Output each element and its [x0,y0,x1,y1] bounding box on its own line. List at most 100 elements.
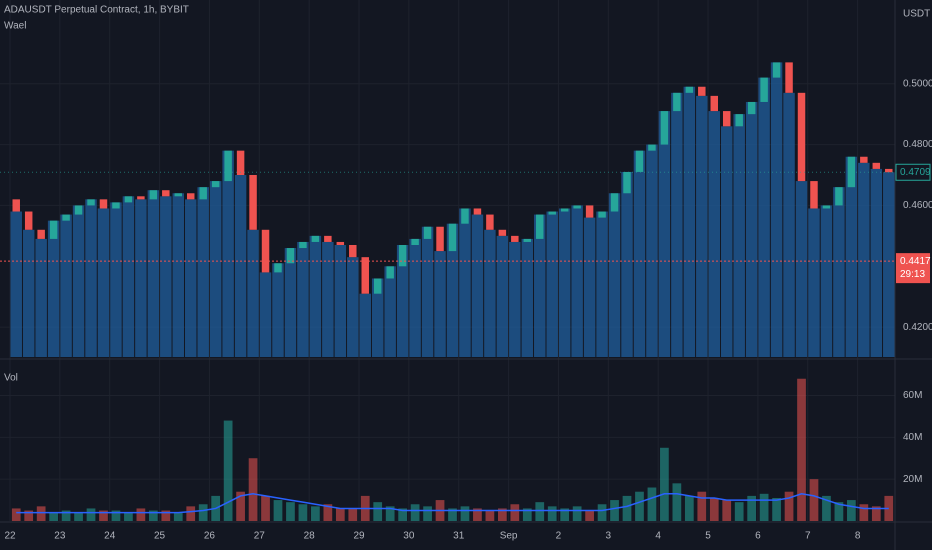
volume-bar [547,506,557,521]
candle-body [162,190,170,197]
x-tick-label: 26 [204,531,216,542]
candle-body [24,211,33,230]
volume-bar [647,487,657,521]
volume-bar [672,483,682,521]
indicator-column [459,208,471,357]
candle-body [585,205,594,218]
volume-bar [734,502,744,521]
volume-bar [298,504,308,521]
candle-body [722,111,731,127]
volume-bar [635,491,644,521]
candle-body [436,226,444,252]
candle-body [62,214,70,221]
candle-body [885,168,893,173]
candle-body [673,92,681,112]
volume-bar [373,502,383,521]
volume-bar [722,500,732,521]
candle-body [660,111,669,145]
indicator-column [783,92,795,358]
candle-body [872,162,881,169]
volume-ma-line [16,493,889,514]
candle-body [361,257,369,294]
volume-bar [522,508,532,521]
indicator-column [409,238,421,357]
last-price-box [895,163,931,181]
indicator-column [696,95,708,357]
y-tick-label: 20M [903,474,922,485]
y-tick-label: 0.5000 [903,78,932,89]
volume-bar [186,506,196,521]
x-tick-label: 6 [755,531,761,542]
indicator-column [72,205,85,357]
indicator-column [509,241,521,357]
candle-body [37,229,45,239]
indicator-column [795,181,808,357]
indicator-column [858,162,870,357]
candle-body [124,196,133,203]
candle-body [423,226,432,239]
indicator-column [646,144,658,357]
candle-body [112,202,120,209]
indicator-column [833,187,845,357]
volume-bar [36,506,46,521]
volume-bar [622,495,632,521]
volume-bar [847,500,856,521]
volume-bar [173,512,183,521]
candle-body [461,208,469,224]
candle-body [810,181,818,209]
volume-bar [273,500,283,521]
candle-body [249,175,257,230]
volume-bar [460,506,470,521]
candle-body [610,193,619,212]
indicator-column [359,293,371,357]
volume-bar [747,495,757,521]
y-tick-label: 0.4200 [903,322,932,333]
candle-body [74,205,83,215]
unit-label: USDT [903,9,930,20]
x-tick-label: 5 [705,531,711,542]
x-tick-label: 2 [556,531,562,542]
x-tick-label: Sep [500,531,518,542]
grid [0,0,895,521]
volume-bar [448,508,457,521]
candle-body [747,101,756,115]
indicator-column [596,211,608,357]
candle-body [411,238,419,245]
candle-body [822,205,831,209]
volume-bar [572,506,582,521]
volume-bar [286,502,295,521]
volume-bar [772,497,781,521]
volume-bar [535,502,545,521]
indicator-column [845,156,858,357]
candle-body [735,114,743,127]
indicator-column [496,235,509,357]
indicator-column [571,205,583,357]
candle-body [635,150,644,172]
indicator-column [708,111,720,357]
x-tick-label: 31 [453,531,465,542]
candle-body [336,241,345,245]
volume-bar [398,508,408,521]
indicator-column [209,181,222,357]
candle-body [797,92,806,182]
indicator-column [334,245,347,357]
volume-bar [510,504,520,521]
indicator-column [558,208,571,357]
indicator-column [534,214,546,357]
indicator-column [396,245,409,357]
candle-body [536,214,544,239]
volume-bar [560,508,570,521]
candle-body [847,156,856,188]
indicator-column [135,199,147,357]
candle-body [299,241,307,249]
volume-bar [348,508,358,521]
volume-bar [248,458,258,521]
indicator-column [770,62,783,358]
indicator-column [745,101,758,358]
volume-bar [74,512,83,521]
volume-bar [585,510,594,521]
volume-bar [136,508,146,521]
candle-body [698,86,706,96]
indicator-column [621,171,633,357]
volume-bar [61,510,71,521]
